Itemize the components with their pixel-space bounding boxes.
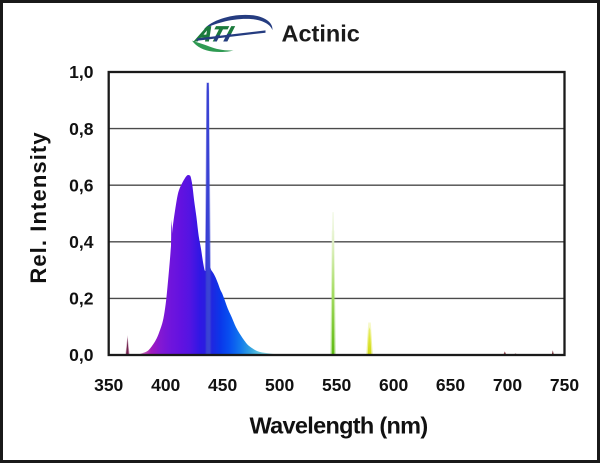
svg-text:1,0: 1,0 bbox=[69, 62, 94, 82]
svg-text:450: 450 bbox=[208, 375, 237, 395]
svg-text:Rel. Intensity: Rel. Intensity bbox=[26, 131, 51, 283]
svg-text:400: 400 bbox=[151, 375, 180, 395]
svg-text:350: 350 bbox=[94, 375, 123, 395]
svg-text:600: 600 bbox=[379, 375, 408, 395]
svg-text:Wavelength (nm): Wavelength (nm) bbox=[250, 413, 428, 439]
svg-text:0,2: 0,2 bbox=[69, 289, 94, 309]
svg-text:500: 500 bbox=[265, 375, 294, 395]
svg-text:0,0: 0,0 bbox=[69, 345, 94, 365]
svg-text:700: 700 bbox=[493, 375, 522, 395]
svg-text:Actinic: Actinic bbox=[282, 21, 360, 47]
svg-text:0,6: 0,6 bbox=[69, 175, 94, 195]
svg-text:750: 750 bbox=[550, 375, 579, 395]
svg-text:0,8: 0,8 bbox=[69, 119, 94, 139]
svg-text:650: 650 bbox=[436, 375, 465, 395]
svg-text:550: 550 bbox=[322, 375, 351, 395]
svg-text:ATI: ATI bbox=[192, 22, 236, 45]
svg-text:0,4: 0,4 bbox=[69, 232, 94, 252]
